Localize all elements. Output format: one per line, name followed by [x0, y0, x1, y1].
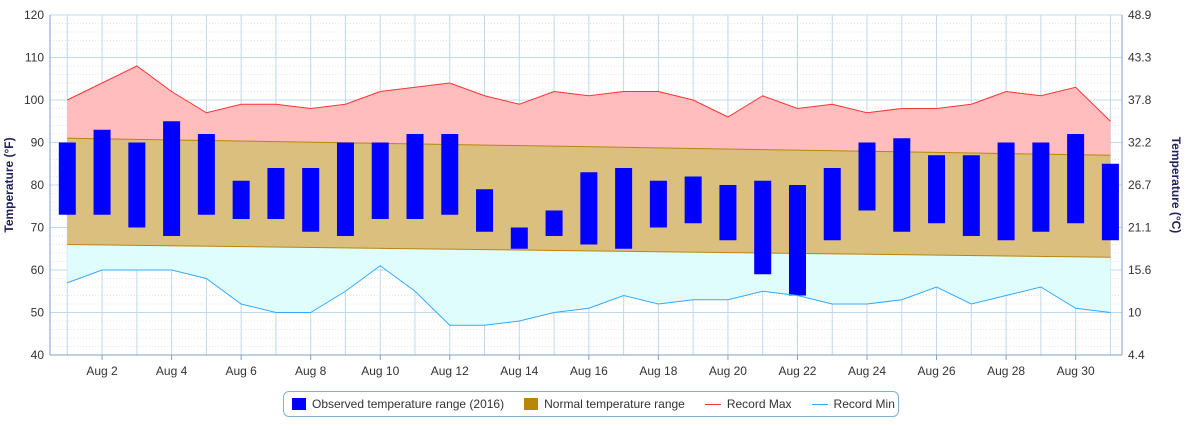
observed-bar [1067, 134, 1085, 224]
record-area [67, 66, 1111, 326]
y-left-tick-label: 110 [25, 51, 44, 65]
observed-bar [267, 168, 285, 219]
y-axis-right-title: Temperature (°C) [1169, 137, 1183, 234]
y-left-tick-label: 100 [24, 93, 44, 107]
observed-bar [163, 121, 181, 236]
x-tick-label: Aug 16 [570, 364, 608, 378]
observed-bars [58, 121, 1119, 296]
observed-bar [545, 210, 563, 236]
observed-bar [858, 142, 876, 211]
x-tick-label: Aug 30 [1057, 364, 1095, 378]
x-tick-label: Aug 8 [295, 364, 327, 378]
record-min-line-icon [811, 403, 828, 405]
x-tick-label: Aug 20 [709, 364, 747, 378]
x-tick-label: Aug 10 [361, 364, 399, 378]
observed-bar [649, 180, 667, 228]
legend: Observed temperature range (2016) Normal… [283, 391, 899, 417]
y-right-tick-label: 26.7 [1128, 178, 1152, 192]
x-tick-label: Aug 4 [156, 364, 188, 378]
y-axis-left-title: Temperature (°F) [2, 137, 16, 232]
y-left-tick-label: 40 [31, 348, 45, 362]
observed-bar [962, 155, 980, 236]
legend-item-normal[interactable]: Normal temperature range [524, 397, 685, 411]
y-right-tick-label: 10 [1128, 306, 1142, 320]
x-tick-label: Aug 24 [848, 364, 886, 378]
observed-bar [928, 155, 946, 224]
y-right-tick-label: 15.6 [1128, 263, 1152, 277]
y-left-tick-label: 50 [31, 306, 45, 320]
x-tick-label: Aug 12 [431, 364, 469, 378]
observed-swatch-icon [292, 398, 306, 410]
y-right-tick-label: 48.9 [1128, 8, 1152, 22]
record-max-line-icon [704, 403, 721, 405]
y-left-tick-label: 120 [24, 8, 44, 22]
observed-bar [93, 129, 111, 215]
observed-bar [232, 180, 250, 219]
observed-bar [1101, 163, 1119, 241]
y-left-tick-label: 70 [31, 221, 45, 235]
y-right-tick-label: 43.3 [1128, 51, 1152, 65]
observed-bar [58, 142, 76, 215]
legend-label-record-max: Record Max [726, 397, 792, 411]
x-tick-label: Aug 2 [86, 364, 118, 378]
observed-bar [371, 142, 389, 219]
legend-label-record-min: Record Min [833, 397, 895, 411]
observed-bar [719, 185, 737, 241]
legend-item-record-max[interactable]: Record Max [704, 397, 792, 411]
legend-item-record-min[interactable]: Record Min [811, 397, 895, 411]
x-tick-label: Aug 28 [987, 364, 1025, 378]
x-tick-label: Aug 14 [500, 364, 538, 378]
observed-bar [823, 168, 841, 241]
observed-bar [788, 185, 806, 296]
y-right-tick-label: 37.8 [1128, 93, 1152, 107]
observed-bar [997, 142, 1015, 241]
observed-bar [302, 168, 320, 232]
temperature-chart: 120 110 100 90 80 70 60 50 40 48.9 43.3 37.8 32.2 26.… [2, 8, 1183, 378]
y-right-tick-label: 21.1 [1128, 221, 1152, 235]
observed-bar [128, 142, 146, 228]
legend-label-observed: Observed temperature range (2016) [312, 397, 505, 411]
record-min-line [67, 265, 1111, 326]
x-tick-label: Aug 18 [639, 364, 677, 378]
normal-swatch-icon [524, 398, 539, 410]
y-right-tick-label: 4.4 [1128, 348, 1145, 362]
axes: 120 110 100 90 80 70 60 50 40 48.9 43.3 37.8 32.2 26.… [24, 8, 1152, 378]
observed-bar [893, 138, 911, 232]
record-max-line [67, 65, 1111, 122]
observed-bar [441, 134, 459, 215]
legend-label-normal: Normal temperature range [544, 397, 685, 411]
y-left-tick-label: 80 [31, 178, 45, 192]
legend-item-observed[interactable]: Observed temperature range (2016) [292, 397, 504, 411]
observed-bar [197, 134, 215, 215]
y-left-tick-label: 90 [31, 136, 45, 150]
observed-bar [754, 180, 772, 275]
normal-high-line [67, 137, 1111, 156]
x-tick-label: Aug 26 [918, 364, 956, 378]
observed-bar [580, 172, 598, 245]
observed-bar [1032, 142, 1050, 232]
record-high-area [67, 66, 1111, 156]
record-low-area [67, 244, 1111, 326]
y-left-tick-label: 60 [31, 263, 45, 277]
observed-bar [476, 189, 494, 232]
observed-bar [406, 134, 424, 219]
observed-bar [615, 168, 633, 249]
x-tick-label: Aug 6 [225, 364, 257, 378]
x-tick-label: Aug 22 [778, 364, 816, 378]
observed-bar [510, 227, 528, 249]
y-right-tick-label: 32.2 [1128, 136, 1152, 150]
normal-low-line [67, 244, 1111, 258]
record-lines [67, 65, 1111, 326]
observed-bar [336, 142, 354, 236]
observed-bar [684, 176, 702, 224]
